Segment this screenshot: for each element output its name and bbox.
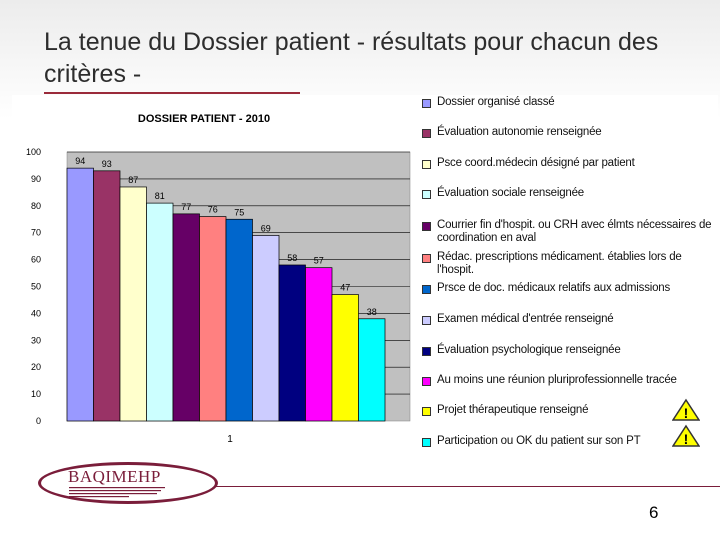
bar: [305, 267, 333, 422]
legend-label: Projet thérapeutique renseigné: [437, 404, 589, 416]
y-tick-label: 10: [31, 389, 41, 399]
legend-label: Prsce de doc. médicaux relatifs aux admi…: [437, 282, 671, 294]
legend-swatch: [422, 347, 431, 356]
bar: [172, 213, 200, 422]
bar: [225, 218, 253, 422]
y-tick-label: 80: [31, 201, 41, 211]
legend-item: Évaluation psychologique renseignée: [422, 344, 621, 357]
y-axis-ticks: 0 10 20 30 40 50 60 70 80 90 100: [26, 147, 41, 426]
y-tick-label: 70: [31, 228, 41, 238]
legend-item: Évaluation sociale renseignée: [422, 187, 584, 200]
warning-triangle-icon: !: [672, 398, 700, 421]
footer-divider: [210, 486, 720, 487]
y-tick-label: 20: [31, 362, 41, 372]
legend-swatch: [422, 160, 431, 169]
data-label: 47: [340, 283, 350, 293]
title-divider: [44, 92, 300, 94]
legend-item: Prsce de doc. médicaux relatifs aux admi…: [422, 282, 670, 295]
legend-item: Au moins une réunion pluriprofessionnell…: [422, 374, 677, 387]
bar: [358, 318, 386, 422]
data-label: 94: [75, 156, 85, 166]
data-label: 77: [181, 202, 191, 212]
bars: [66, 167, 386, 422]
bar: [199, 216, 227, 422]
legend-label: Dossier organisé classé: [437, 96, 555, 108]
legend-swatch: [422, 285, 431, 294]
y-tick-label: 40: [31, 308, 41, 318]
legend-swatch: [422, 99, 431, 108]
bar: [331, 294, 359, 422]
bar: [252, 235, 280, 422]
y-tick-label: 50: [31, 282, 41, 292]
legend-item: Psce coord.médecin désigné par patient: [422, 157, 635, 170]
bar: [278, 264, 306, 422]
data-label: 81: [155, 191, 165, 201]
data-label: 57: [314, 256, 324, 266]
legend-swatch: [422, 129, 431, 138]
chart-title: DOSSIER PATIENT - 2010: [138, 113, 270, 125]
data-label: 75: [234, 207, 244, 217]
legend-label: Évaluation psychologique renseignée: [437, 344, 621, 356]
warning-triangle-icon: !: [672, 424, 700, 447]
page-number: 6: [649, 503, 659, 522]
y-tick-label: 90: [31, 174, 41, 184]
svg-text:!: !: [684, 405, 689, 421]
legend-swatch: [422, 377, 431, 386]
legend-item: Projet thérapeutique renseigné: [422, 404, 588, 417]
data-label: 38: [367, 307, 377, 317]
legend-item: Participation ou OK du patient sur son P…: [422, 435, 641, 448]
y-tick-label: 60: [31, 255, 41, 265]
legend-swatch: [422, 407, 431, 416]
data-label: 87: [128, 175, 138, 185]
bar: [146, 202, 174, 422]
legend-swatch: [422, 254, 431, 263]
bar-chart: DOSSIER PATIENT - 2010 0 10 20 30 40 50 60 70 80…: [26, 113, 411, 445]
x-tick-label: 1: [227, 434, 233, 445]
data-label: 58: [287, 253, 297, 263]
logo-fine-print: [69, 487, 165, 498]
slide-title: La tenue du Dossier patient - résultats …: [44, 28, 659, 88]
legend-item: Rédac. prescriptions médicament. établie…: [422, 251, 716, 277]
legend-swatch: [422, 222, 431, 231]
y-tick-label: 30: [31, 335, 41, 345]
data-label: 76: [208, 205, 218, 215]
logo-text: BAQIMEHP: [68, 467, 161, 486]
legend-label: Courrier fin d'hospit. ou CRH avec élmts…: [437, 219, 712, 244]
svg-text:!: !: [684, 431, 689, 447]
legend-item: Dossier organisé classé: [422, 96, 555, 109]
bar: [119, 186, 147, 422]
y-tick-label: 100: [26, 147, 41, 157]
legend-label: Examen médical d'entrée renseigné: [437, 313, 614, 325]
bar: [66, 167, 94, 422]
legend-item: Évaluation autonomie renseignée: [422, 126, 602, 139]
chart-frame: DOSSIER PATIENT - 2010 0 10 20 30 40 50 60 70 80…: [12, 95, 718, 457]
data-labels: 94 93 87 81 77 76 75 69 58 57 47 38: [75, 156, 377, 317]
legend-label: Évaluation autonomie renseignée: [437, 126, 602, 138]
y-tick-label: 0: [36, 416, 41, 426]
data-label: 69: [261, 223, 271, 233]
legend-swatch: [422, 316, 431, 325]
legend-label: Participation ou OK du patient sur son P…: [437, 435, 641, 447]
legend-label: Au moins une réunion pluriprofessionnell…: [437, 374, 677, 386]
legend-swatch: [422, 190, 431, 199]
bar: [93, 170, 121, 422]
data-label: 93: [102, 159, 112, 169]
legend-item: Courrier fin d'hospit. ou CRH avec élmts…: [422, 219, 716, 245]
legend-swatch: [422, 438, 431, 447]
legend-label: Psce coord.médecin désigné par patient: [437, 157, 635, 169]
legend-label: Rédac. prescriptions médicament. établie…: [437, 251, 682, 276]
legend-label: Évaluation sociale renseignée: [437, 187, 584, 199]
legend-item: Examen médical d'entrée renseigné: [422, 313, 614, 326]
